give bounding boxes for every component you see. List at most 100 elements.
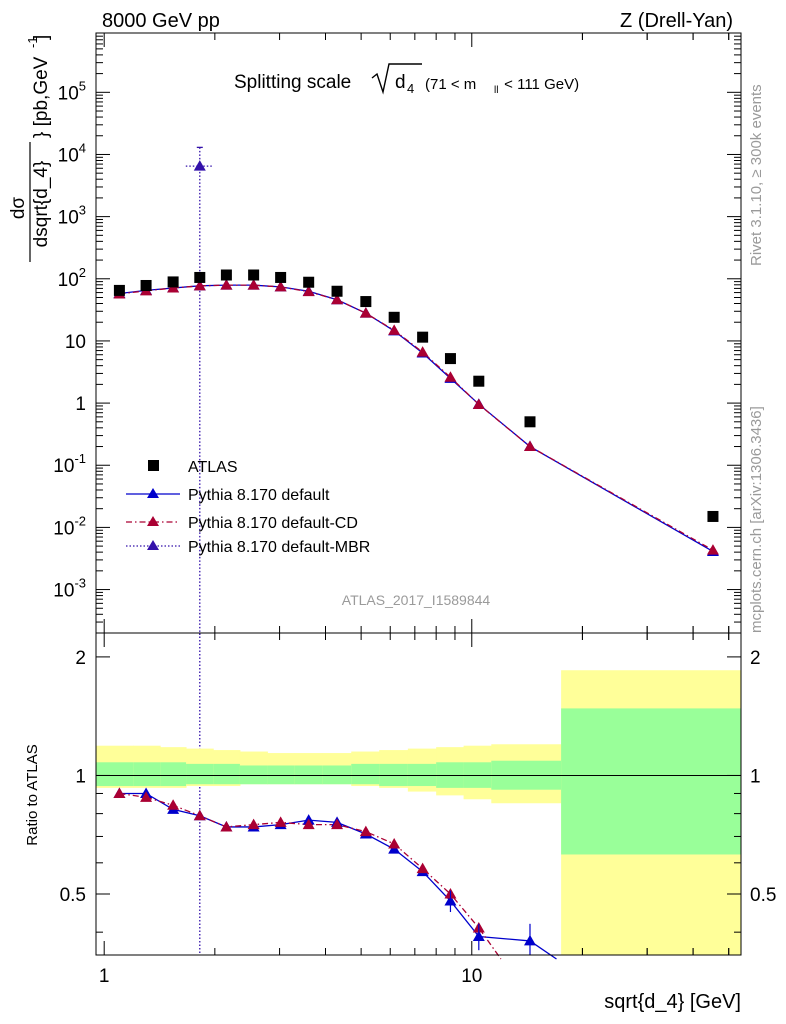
- ratio-frame: [95, 632, 742, 956]
- ratio-ylabel: Ratio to ATLAS: [24, 744, 41, 845]
- ratio-cd-line: [119, 792, 502, 960]
- cd-point: [472, 398, 485, 409]
- ratio-cd-point: [388, 837, 401, 849]
- ratio-y-tick-label-right: 1: [750, 766, 761, 787]
- atlas-point: [167, 276, 179, 288]
- legend-marker-atlas: [148, 460, 159, 471]
- green-band-segment: [239, 765, 268, 785]
- legend: ATLAS Pythia 8.170 default Pythia 8.170 …: [126, 459, 370, 556]
- ratio-panel: Ratio to ATLAS 2 2 1 1 0.5 0.5: [24, 632, 777, 960]
- atlas-point: [275, 271, 287, 283]
- y-tick-label: 10-2: [53, 513, 86, 539]
- cd-point: [331, 293, 344, 305]
- ratio-cd-point: [247, 818, 260, 830]
- ratio-axis-ticks: [96, 633, 741, 955]
- ratio-y-tick-label-left: 2: [75, 648, 86, 669]
- y-tick-label: 103: [58, 203, 86, 229]
- y-tick-label: 10-3: [53, 576, 86, 602]
- y-tick-label: 102: [58, 265, 86, 291]
- y-tick-label: 10-1: [53, 451, 86, 477]
- y-tick-label: 105: [58, 78, 86, 104]
- analysis-id: ATLAS_2017_I1589844: [342, 592, 491, 608]
- sqrt-sign-icon: [371, 63, 422, 95]
- atlas-point: [417, 331, 429, 343]
- atlas-point: [113, 284, 125, 296]
- ratio-cd-point: [220, 820, 233, 832]
- cd-point: [444, 371, 457, 382]
- atlas-point: [707, 510, 719, 522]
- ylabel-units-end: ]: [31, 35, 52, 40]
- green-band-segment: [160, 762, 187, 787]
- green-band-segment: [561, 708, 742, 855]
- green-band-segment: [186, 763, 214, 785]
- legend-marker-mbr: [147, 540, 159, 550]
- ratio-cd-point: [274, 816, 287, 827]
- atlas-point: [140, 279, 152, 291]
- cd-point: [416, 346, 429, 357]
- atlas-point: [248, 269, 260, 281]
- green-band-segment: [96, 762, 134, 787]
- atlas-point: [524, 416, 536, 428]
- main-ylabel: dσ dsqrt{d_4} } [pb,GeV -1 ]: [8, 35, 52, 262]
- ylabel-units: } [pb,GeV: [31, 56, 52, 138]
- title-var: d: [395, 72, 406, 93]
- ratio-plot-area: [96, 670, 742, 960]
- ratio-cd-point: [302, 818, 315, 830]
- mcplots-label: mcplots.cern.ch [arXiv:1306.3436]: [748, 406, 765, 633]
- green-band-segment: [267, 765, 296, 785]
- x-tick-label: 10: [461, 966, 482, 987]
- legend-marker-cd: [147, 516, 159, 526]
- ratio-y-tick-label-right: 2: [750, 648, 761, 669]
- ratio-cd-point: [416, 862, 429, 874]
- atlas-point: [194, 271, 206, 283]
- cd-point: [247, 279, 260, 290]
- legend-label-atlas: ATLAS: [188, 459, 238, 476]
- ylabel-denominator: dsqrt{d_4}: [31, 161, 52, 248]
- y-tick-label: 10: [65, 332, 86, 353]
- x-axis-label: sqrt{d_4} [GeV]: [604, 991, 741, 1013]
- atlas-point: [388, 311, 400, 323]
- atlas-point: [473, 375, 485, 387]
- cd-point: [359, 307, 372, 318]
- ratio-cd-point: [140, 791, 153, 802]
- plot-title: Splitting scale d 4 (71 < m ll < 111 GeV…: [234, 63, 579, 96]
- mbr-point: [193, 160, 206, 171]
- legend-label-cd: Pythia 8.170 default-CD: [188, 515, 358, 532]
- legend-label-default: Pythia 8.170 default: [188, 487, 330, 504]
- cd-line: [119, 284, 714, 551]
- ratio-cd-point: [167, 799, 180, 810]
- y-tick-label: 1: [75, 394, 86, 415]
- cd-point: [220, 279, 233, 290]
- atlas-point: [220, 269, 232, 281]
- cd-point: [302, 285, 315, 297]
- ratio-y-tick-label-right: 0.5: [750, 885, 776, 906]
- main-panel: Splitting scale d 4 (71 < m ll < 111 GeV…: [8, 32, 742, 955]
- atlas-point: [331, 285, 343, 297]
- title-cut-sub: ll: [494, 85, 498, 96]
- x-tick-labels: 1 10: [99, 966, 482, 987]
- title-cut-end: < 111 GeV): [500, 76, 579, 93]
- atlas-point: [444, 353, 456, 365]
- cd-point: [523, 440, 536, 452]
- cd-point: [388, 324, 401, 335]
- green-band-segment: [322, 765, 352, 785]
- atlas-point: [303, 276, 315, 288]
- green-band-segment: [213, 763, 241, 785]
- x-tick-label: 1: [99, 966, 110, 987]
- ratio-y-tick-label-left: 0.5: [60, 885, 86, 906]
- title-var-sub: 4: [407, 81, 414, 96]
- ratio-cd-point: [331, 818, 344, 830]
- ratio-cd-point: [359, 825, 372, 837]
- ratio-cd-point: [113, 787, 126, 798]
- green-band-segment: [351, 763, 380, 785]
- cd-point: [706, 544, 719, 555]
- energy-label: 8000 GeV pp: [102, 10, 220, 32]
- default-line: [119, 284, 714, 553]
- green-band-segment: [133, 762, 161, 787]
- ylabel-units-sup: -1: [25, 36, 40, 48]
- cd-point: [274, 280, 287, 292]
- ratio-cd-point: [193, 809, 206, 821]
- ratio-tick-labels: 2 2 1 1 0.5 0.5: [60, 648, 777, 906]
